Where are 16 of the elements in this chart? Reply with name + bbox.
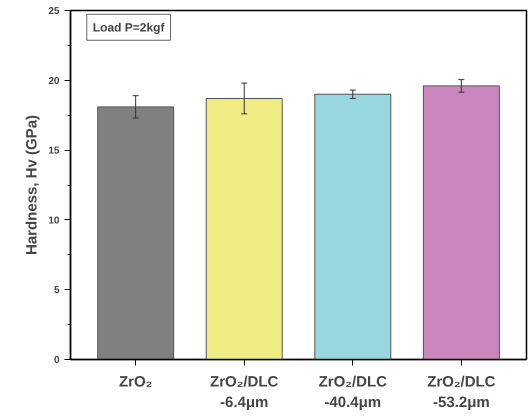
y-tick-label: 0 xyxy=(54,355,60,366)
x-tick-label: ZrO₂/DLC -53.2μm xyxy=(427,374,496,411)
bar xyxy=(97,106,174,360)
y-axis-title: Hardness, Hv (GPa) xyxy=(23,114,40,256)
x-tick-label: ZrO₂ xyxy=(118,374,152,390)
y-tick-label: 5 xyxy=(54,285,60,296)
y-tick-label: 10 xyxy=(48,215,60,226)
bar xyxy=(314,94,392,360)
y-tick-label: 15 xyxy=(48,146,60,157)
annotation: Load P=2kgf xyxy=(92,20,166,34)
bar xyxy=(422,85,500,360)
y-tick-label: 25 xyxy=(48,6,60,17)
bar xyxy=(206,98,283,360)
x-tick-label: ZrO₂/DLC -6.4μm xyxy=(210,374,279,411)
x-tick-label: ZrO₂/DLC -40.4μm xyxy=(318,374,388,411)
y-tick-label: 20 xyxy=(48,76,60,87)
